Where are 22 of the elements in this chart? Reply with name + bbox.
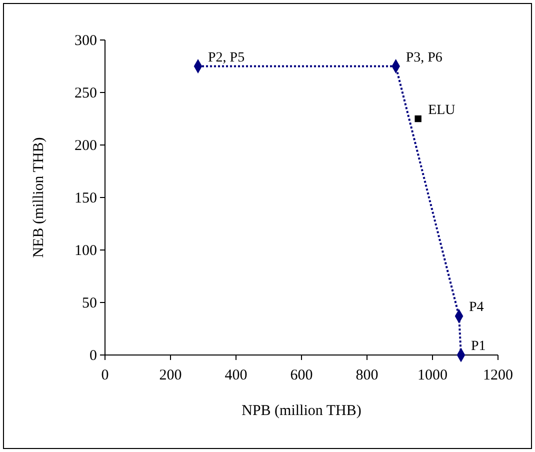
annotation: P1	[470, 339, 486, 354]
y-tick-label: 250	[74, 85, 97, 102]
x-tick-label: 0	[101, 368, 109, 384]
x-tick-label: 1200	[483, 368, 513, 384]
point	[414, 115, 422, 122]
annotation: P3, P6	[406, 50, 442, 66]
annotation: ELU	[428, 102, 456, 118]
y-tick-label: 150	[74, 190, 97, 206]
x-tick-label: 400	[224, 368, 248, 384]
x-axis-title: NPB (million THB)	[242, 403, 362, 419]
x-tick-label: 1000	[418, 368, 448, 384]
annotation: P2, P5	[208, 50, 245, 66]
y-tick-label: 50	[82, 295, 97, 312]
y-tick-label: 300	[74, 32, 97, 49]
y-tick-label: 0	[90, 348, 97, 364]
x-tick-label: 200	[159, 368, 182, 384]
x-tick-label: 800	[356, 368, 378, 384]
y-tick-label: 200	[74, 138, 97, 154]
x-tick-label: 600	[290, 368, 313, 384]
annotation: P4	[469, 300, 484, 316]
y-axis-title: NEB (million THB)	[31, 137, 47, 258]
y-tick-label: 100	[74, 242, 97, 259]
